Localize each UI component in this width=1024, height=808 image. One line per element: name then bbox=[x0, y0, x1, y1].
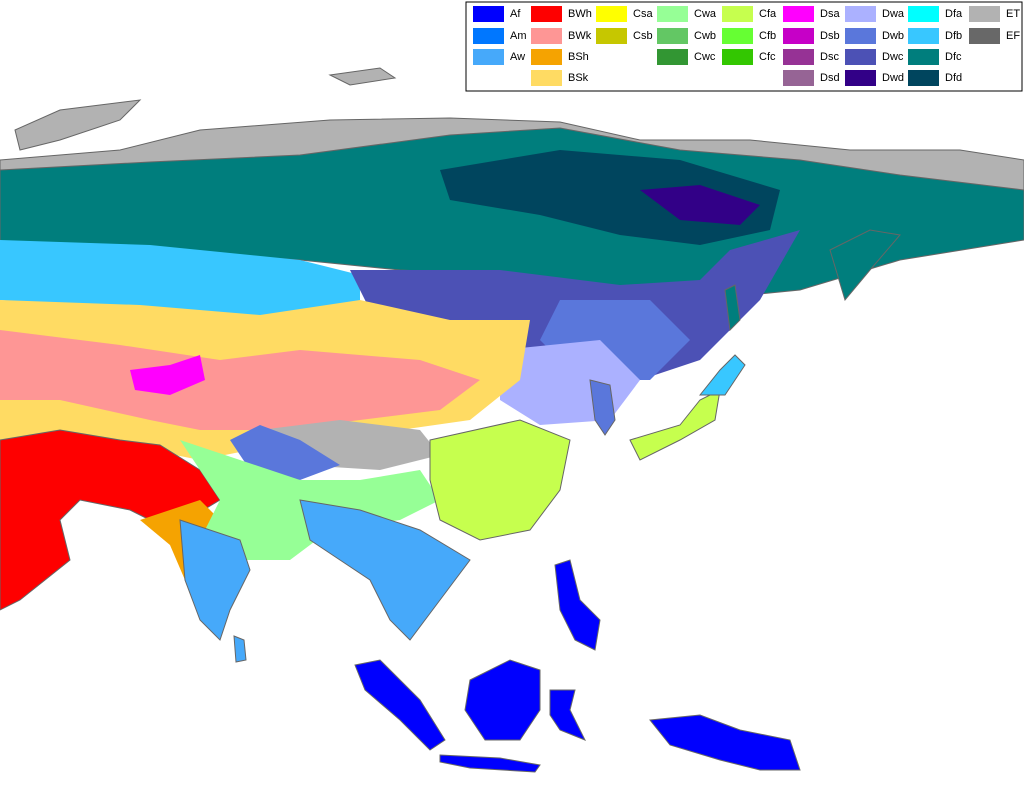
legend-swatch bbox=[845, 28, 876, 44]
legend-label: BSh bbox=[568, 51, 589, 63]
legend-swatch bbox=[722, 28, 753, 44]
sumatra bbox=[354, 659, 446, 751]
sakhalin bbox=[724, 284, 741, 332]
legend-label: Dsc bbox=[820, 51, 839, 63]
new-guinea bbox=[649, 714, 801, 771]
legend-label: Dfa bbox=[945, 8, 963, 20]
legend-label: EF bbox=[1006, 30, 1020, 42]
legend-label: Cwb bbox=[694, 30, 716, 42]
legend-label: ET bbox=[1006, 8, 1020, 20]
map-regions bbox=[0, 67, 1024, 773]
java bbox=[439, 754, 541, 773]
legend-label: Cwc bbox=[694, 51, 716, 63]
legend: Af Am Aw BWh BWk BSh BSk Csa Csb Cwa Cwb Cwc Cfa Cfb C… bbox=[465, 1, 1023, 92]
legend-label: Cfc bbox=[759, 51, 776, 63]
legend-label: Dwd bbox=[882, 72, 904, 84]
legend-swatch bbox=[531, 70, 562, 86]
legend-swatch bbox=[722, 6, 753, 22]
legend-label: Cfb bbox=[759, 30, 776, 42]
legend-swatch bbox=[473, 49, 504, 65]
legend-swatch bbox=[783, 49, 814, 65]
dfb-zone bbox=[0, 240, 360, 320]
legend-label: Cwa bbox=[694, 8, 717, 20]
legend-swatch bbox=[908, 28, 939, 44]
legend-swatch bbox=[531, 28, 562, 44]
legend-label: Dsd bbox=[820, 72, 840, 84]
legend-swatch bbox=[908, 6, 939, 22]
legend-label: Af bbox=[510, 8, 521, 20]
bwk-zone bbox=[0, 330, 480, 430]
legend-label: BWk bbox=[568, 30, 592, 42]
japan-north bbox=[698, 354, 746, 396]
india-south bbox=[179, 519, 251, 641]
legend-swatch bbox=[531, 49, 562, 65]
legend-swatch bbox=[783, 28, 814, 44]
legend-label: BSk bbox=[568, 72, 589, 84]
legend-label: Dwc bbox=[882, 51, 904, 63]
legend-swatch bbox=[531, 6, 562, 22]
legend-swatch bbox=[783, 70, 814, 86]
cwa-zone bbox=[180, 440, 440, 560]
legend-label: Csa bbox=[633, 8, 653, 20]
arctic-island bbox=[14, 99, 142, 151]
legend-label: Dsa bbox=[820, 8, 840, 20]
legend-label: Dfd bbox=[945, 72, 962, 84]
arctic-island bbox=[328, 67, 397, 86]
sulawesi bbox=[549, 689, 587, 741]
legend-swatch bbox=[845, 49, 876, 65]
legend-label: Dwa bbox=[882, 8, 905, 20]
legend-label: Dwb bbox=[882, 30, 904, 42]
kamchatka bbox=[829, 229, 901, 302]
legend-swatch bbox=[908, 49, 939, 65]
legend-swatch bbox=[657, 6, 688, 22]
dsa-zone bbox=[130, 355, 205, 395]
legend-label: Dfb bbox=[945, 30, 962, 42]
legend-swatch bbox=[473, 28, 504, 44]
legend-swatch bbox=[596, 6, 627, 22]
legend-swatch bbox=[722, 49, 753, 65]
legend-swatch bbox=[908, 70, 939, 86]
legend-label: Dsb bbox=[820, 30, 840, 42]
cfa-zone bbox=[429, 419, 571, 541]
legend-label: Cfa bbox=[759, 8, 777, 20]
aw-zone bbox=[299, 499, 471, 641]
legend-label: BWh bbox=[568, 8, 592, 20]
legend-swatch bbox=[969, 6, 1000, 22]
dwd-zone bbox=[640, 185, 760, 225]
legend-swatch bbox=[596, 28, 627, 44]
legend-swatch bbox=[845, 6, 876, 22]
japan-south bbox=[629, 389, 721, 461]
sri-lanka bbox=[233, 635, 247, 663]
legend-label: Csb bbox=[633, 30, 653, 42]
philippines bbox=[554, 559, 601, 651]
legend-swatch bbox=[845, 70, 876, 86]
legend-label: Dfc bbox=[945, 51, 962, 63]
legend-swatch bbox=[783, 6, 814, 22]
korea bbox=[589, 379, 616, 436]
legend-label: Aw bbox=[510, 51, 525, 63]
legend-swatch bbox=[657, 49, 688, 65]
legend-swatch bbox=[657, 28, 688, 44]
legend-swatch bbox=[969, 28, 1000, 44]
legend-label: Am bbox=[510, 30, 527, 42]
borneo bbox=[464, 659, 541, 741]
legend-swatch bbox=[473, 6, 504, 22]
